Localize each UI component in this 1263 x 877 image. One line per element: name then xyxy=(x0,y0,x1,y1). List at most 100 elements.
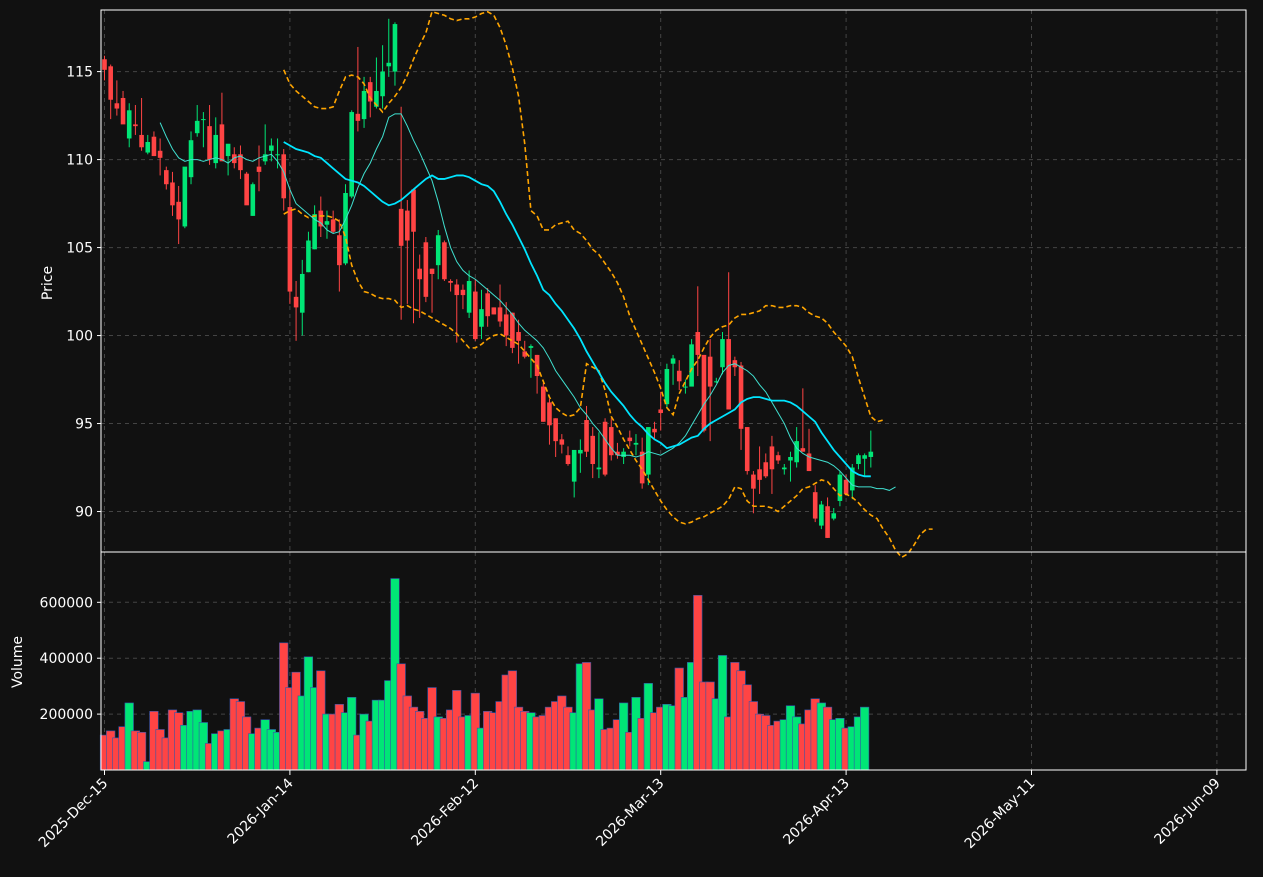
price-grid xyxy=(101,10,1246,552)
candle-body xyxy=(621,451,626,457)
candle-body xyxy=(676,370,682,382)
candle-body xyxy=(800,448,806,452)
candle-body xyxy=(819,504,824,526)
candle-body xyxy=(596,467,602,470)
price-y-tick-label: 100 xyxy=(66,329,93,345)
candle-body xyxy=(108,66,113,100)
candle-body xyxy=(417,268,422,280)
candle-body xyxy=(689,344,694,387)
candle-body xyxy=(720,339,725,368)
candle-body xyxy=(145,141,151,153)
candle-body xyxy=(114,103,120,109)
short-moving-average-line xyxy=(159,113,896,491)
candle-body xyxy=(862,455,867,459)
candle-body xyxy=(250,184,256,216)
candle-body xyxy=(176,201,181,220)
candle-body xyxy=(312,214,317,250)
candle-body xyxy=(806,453,812,472)
candle-body xyxy=(769,446,775,470)
candle-body xyxy=(225,143,231,157)
price-y-tick-label: 115 xyxy=(66,65,93,81)
candle-body xyxy=(367,82,373,102)
candle-body xyxy=(318,210,324,227)
volume-y-tick-label: 200000 xyxy=(40,707,93,723)
candle-body xyxy=(565,455,571,465)
candle-body xyxy=(454,284,460,296)
candle-body xyxy=(287,207,293,292)
candle-body xyxy=(256,166,262,172)
candle-body xyxy=(269,145,274,151)
candle-body xyxy=(102,59,107,70)
candle-body xyxy=(120,97,126,125)
candle-body xyxy=(633,442,639,445)
candle-body xyxy=(571,449,577,482)
candle-body xyxy=(553,418,558,442)
candle-body xyxy=(151,136,157,157)
candle-body xyxy=(763,462,769,477)
volume-y-tick-label: 600000 xyxy=(40,595,93,611)
candle-body xyxy=(837,474,843,501)
candles xyxy=(102,18,874,538)
candle-body xyxy=(231,154,237,164)
candle-body xyxy=(627,437,633,442)
candle-body xyxy=(324,221,330,225)
candle-body xyxy=(510,312,515,348)
candle-body xyxy=(349,112,354,197)
upper-band-line xyxy=(282,10,884,423)
candle-body xyxy=(794,441,799,463)
indicator-lines xyxy=(159,10,933,559)
candle-body xyxy=(516,332,521,341)
candle-body xyxy=(306,240,311,273)
candle-body xyxy=(448,281,453,283)
candle-body xyxy=(590,435,596,465)
candle-body xyxy=(547,402,552,426)
candle-body xyxy=(275,154,280,156)
candle-body xyxy=(442,242,447,280)
candle-body xyxy=(670,358,676,364)
candle-body xyxy=(608,427,614,456)
candle-body xyxy=(157,150,163,158)
candle-body xyxy=(361,90,367,120)
candle-body xyxy=(726,339,731,410)
candle-body xyxy=(812,492,818,519)
candle-body xyxy=(825,506,830,538)
candle-body xyxy=(658,409,663,413)
candle-body xyxy=(380,71,385,97)
volume-y-tick-label: 400000 xyxy=(40,651,93,667)
candle-body xyxy=(683,386,688,388)
candle-body xyxy=(460,289,466,296)
price-y-tick-label: 95 xyxy=(75,417,93,433)
candle-body xyxy=(602,421,608,475)
candle-body xyxy=(843,479,849,494)
candle-body xyxy=(244,173,249,206)
candle-body xyxy=(497,307,503,322)
candle-body xyxy=(559,439,565,445)
candle-body xyxy=(473,291,478,340)
candle-body xyxy=(751,474,756,489)
candle-body xyxy=(343,193,348,264)
candle-body xyxy=(201,119,206,121)
candle-body xyxy=(139,134,144,148)
candle-body xyxy=(188,140,194,178)
long-moving-average-line xyxy=(283,141,871,478)
volume-bars xyxy=(99,578,870,771)
candle-body xyxy=(207,126,212,160)
candle-body xyxy=(164,170,169,185)
candle-body xyxy=(337,235,342,266)
candle-body xyxy=(405,210,410,241)
candle-body xyxy=(374,90,379,107)
candle-body xyxy=(849,467,855,491)
price-y-axis-ticks: 90 95 100 105 110 115 xyxy=(66,65,101,521)
candle-body xyxy=(170,182,175,206)
candle-body xyxy=(293,296,299,308)
candle-body xyxy=(213,134,219,164)
candle-body xyxy=(757,469,762,480)
candle-body xyxy=(578,449,583,454)
candle-body xyxy=(584,420,589,452)
candle-body xyxy=(503,314,509,336)
candle-body xyxy=(429,268,435,274)
volume-grid xyxy=(101,552,1246,770)
candle-body xyxy=(238,154,243,171)
candle-body xyxy=(615,451,620,456)
price-y-tick-label: 110 xyxy=(66,153,93,169)
